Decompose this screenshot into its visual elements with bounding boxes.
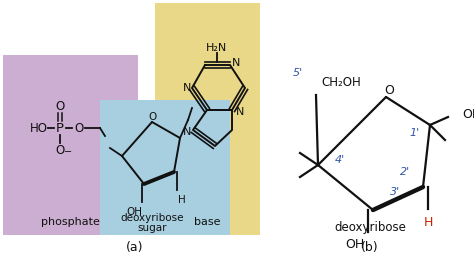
Text: sugar: sugar <box>137 223 167 233</box>
Text: 3': 3' <box>390 187 400 197</box>
Text: O: O <box>74 121 83 134</box>
Text: N: N <box>183 127 191 137</box>
Text: 2': 2' <box>400 167 410 177</box>
Text: OH: OH <box>346 238 365 251</box>
Text: HO: HO <box>30 121 48 134</box>
Text: CH₂OH: CH₂OH <box>321 76 361 89</box>
Text: 1': 1' <box>410 128 420 138</box>
Text: O: O <box>384 84 394 98</box>
Text: 4': 4' <box>335 155 345 165</box>
Text: base: base <box>194 217 220 227</box>
Text: N: N <box>183 83 191 93</box>
Text: H₂N: H₂N <box>206 43 228 53</box>
Text: N: N <box>232 58 240 68</box>
Text: OH: OH <box>462 108 474 121</box>
Text: (b): (b) <box>361 242 379 255</box>
Text: (a): (a) <box>126 242 144 255</box>
Text: phosphate: phosphate <box>41 217 100 227</box>
Text: O: O <box>149 112 157 122</box>
Text: deoxyribose: deoxyribose <box>120 213 184 223</box>
Text: deoxyribose: deoxyribose <box>334 222 406 235</box>
Text: H: H <box>423 216 433 229</box>
Bar <box>3 55 138 235</box>
Text: 5': 5' <box>293 68 303 78</box>
Text: H: H <box>178 195 186 205</box>
Text: OH: OH <box>126 207 142 217</box>
Text: −: − <box>64 147 72 157</box>
Bar <box>100 100 230 235</box>
Text: O: O <box>55 144 64 157</box>
Bar <box>155 3 260 235</box>
Text: O: O <box>55 100 64 113</box>
Text: P: P <box>56 121 64 134</box>
Text: N: N <box>236 107 244 117</box>
